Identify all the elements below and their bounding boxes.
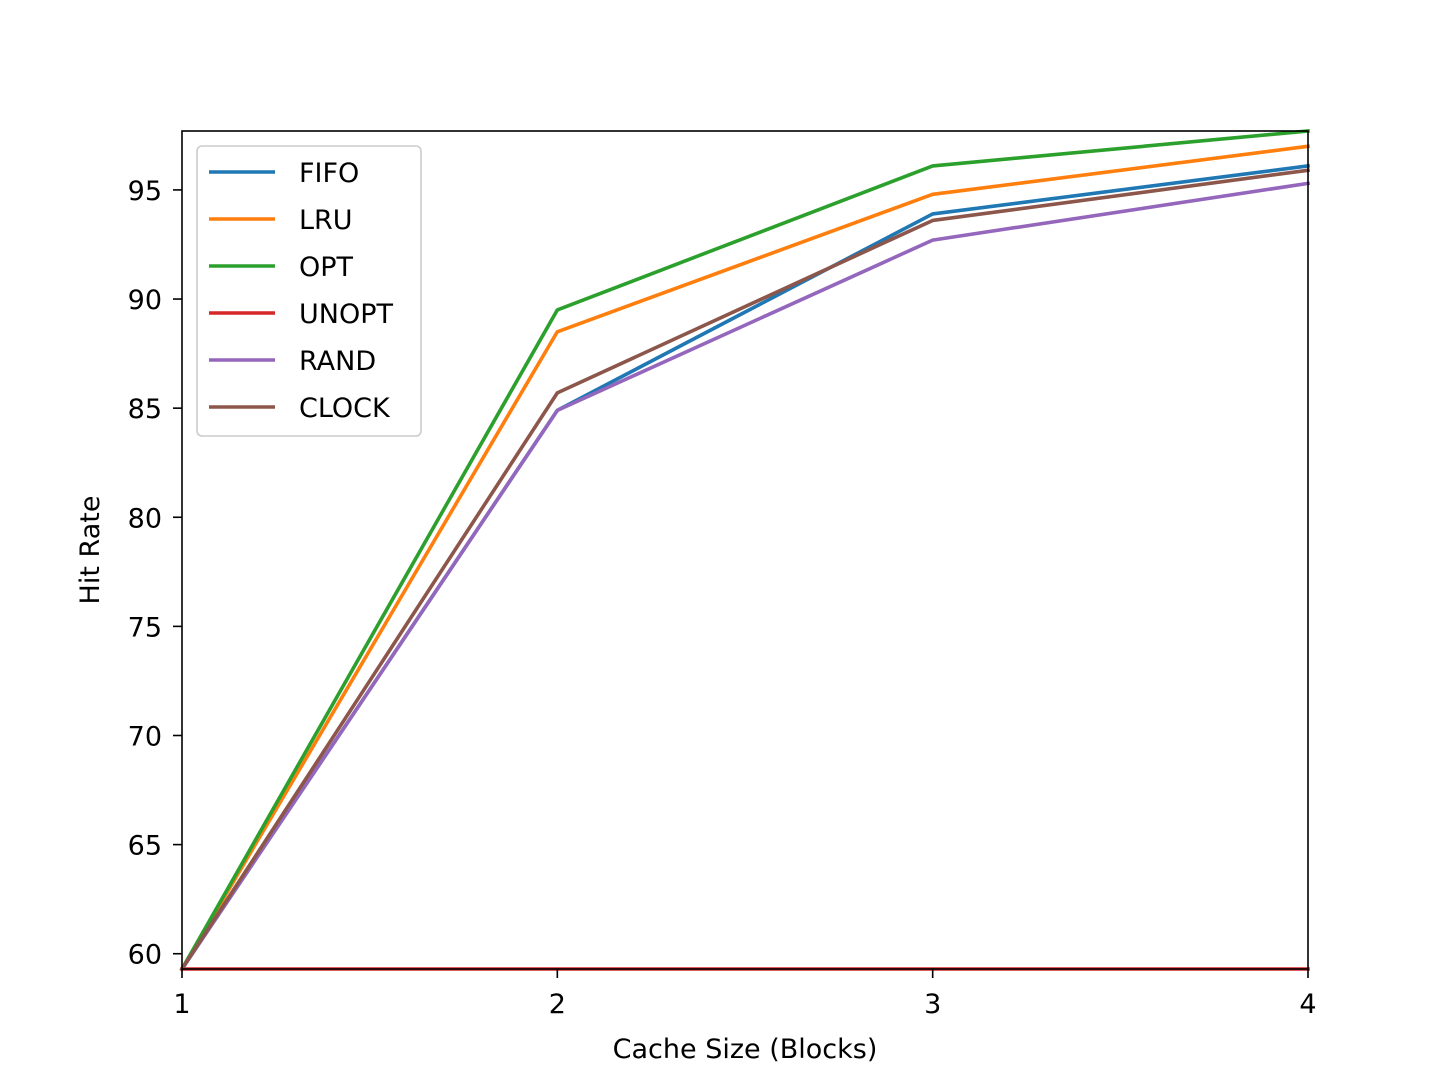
y-tick-label: 85 xyxy=(128,394,162,425)
y-tick-label: 75 xyxy=(128,612,162,643)
legend-label-opt: OPT xyxy=(299,252,354,283)
series-line-opt xyxy=(179,129,1310,972)
legend-label-clock: CLOCK xyxy=(299,393,391,424)
y-tick-label: 95 xyxy=(128,176,162,207)
x-tick-label: 3 xyxy=(924,989,941,1020)
legend-label-unopt: UNOPT xyxy=(299,299,393,330)
series-line-rand xyxy=(179,181,1311,972)
legend-label-fifo: FIFO xyxy=(299,158,359,189)
y-tick-label: 80 xyxy=(128,503,162,534)
y-tick-label: 65 xyxy=(128,831,162,862)
y-tick-label: 90 xyxy=(128,285,162,316)
legend-label-lru: LRU xyxy=(299,205,353,236)
legend-label-rand: RAND xyxy=(299,346,376,377)
y-tick-label: 70 xyxy=(128,721,162,752)
x-tick-label: 4 xyxy=(1299,989,1316,1020)
x-axis-ticks: 1 2 3 4 xyxy=(173,969,1317,1020)
series-line-clock xyxy=(179,168,1311,972)
y-axis-ticks: 60 65 70 75 80 85 90 95 xyxy=(128,176,182,971)
x-tick-label: 1 xyxy=(173,989,190,1020)
plot-frame xyxy=(181,130,1309,970)
y-axis-label: Hit Rate xyxy=(75,496,106,605)
series-line-lru xyxy=(179,144,1311,972)
x-tick-label: 2 xyxy=(549,989,566,1020)
legend: FIFO LRU OPT UNOPT RAND CLOCK xyxy=(196,145,422,437)
y-tick-label: 60 xyxy=(128,940,162,971)
x-axis-label: Cache Size (Blocks) xyxy=(613,1034,878,1065)
